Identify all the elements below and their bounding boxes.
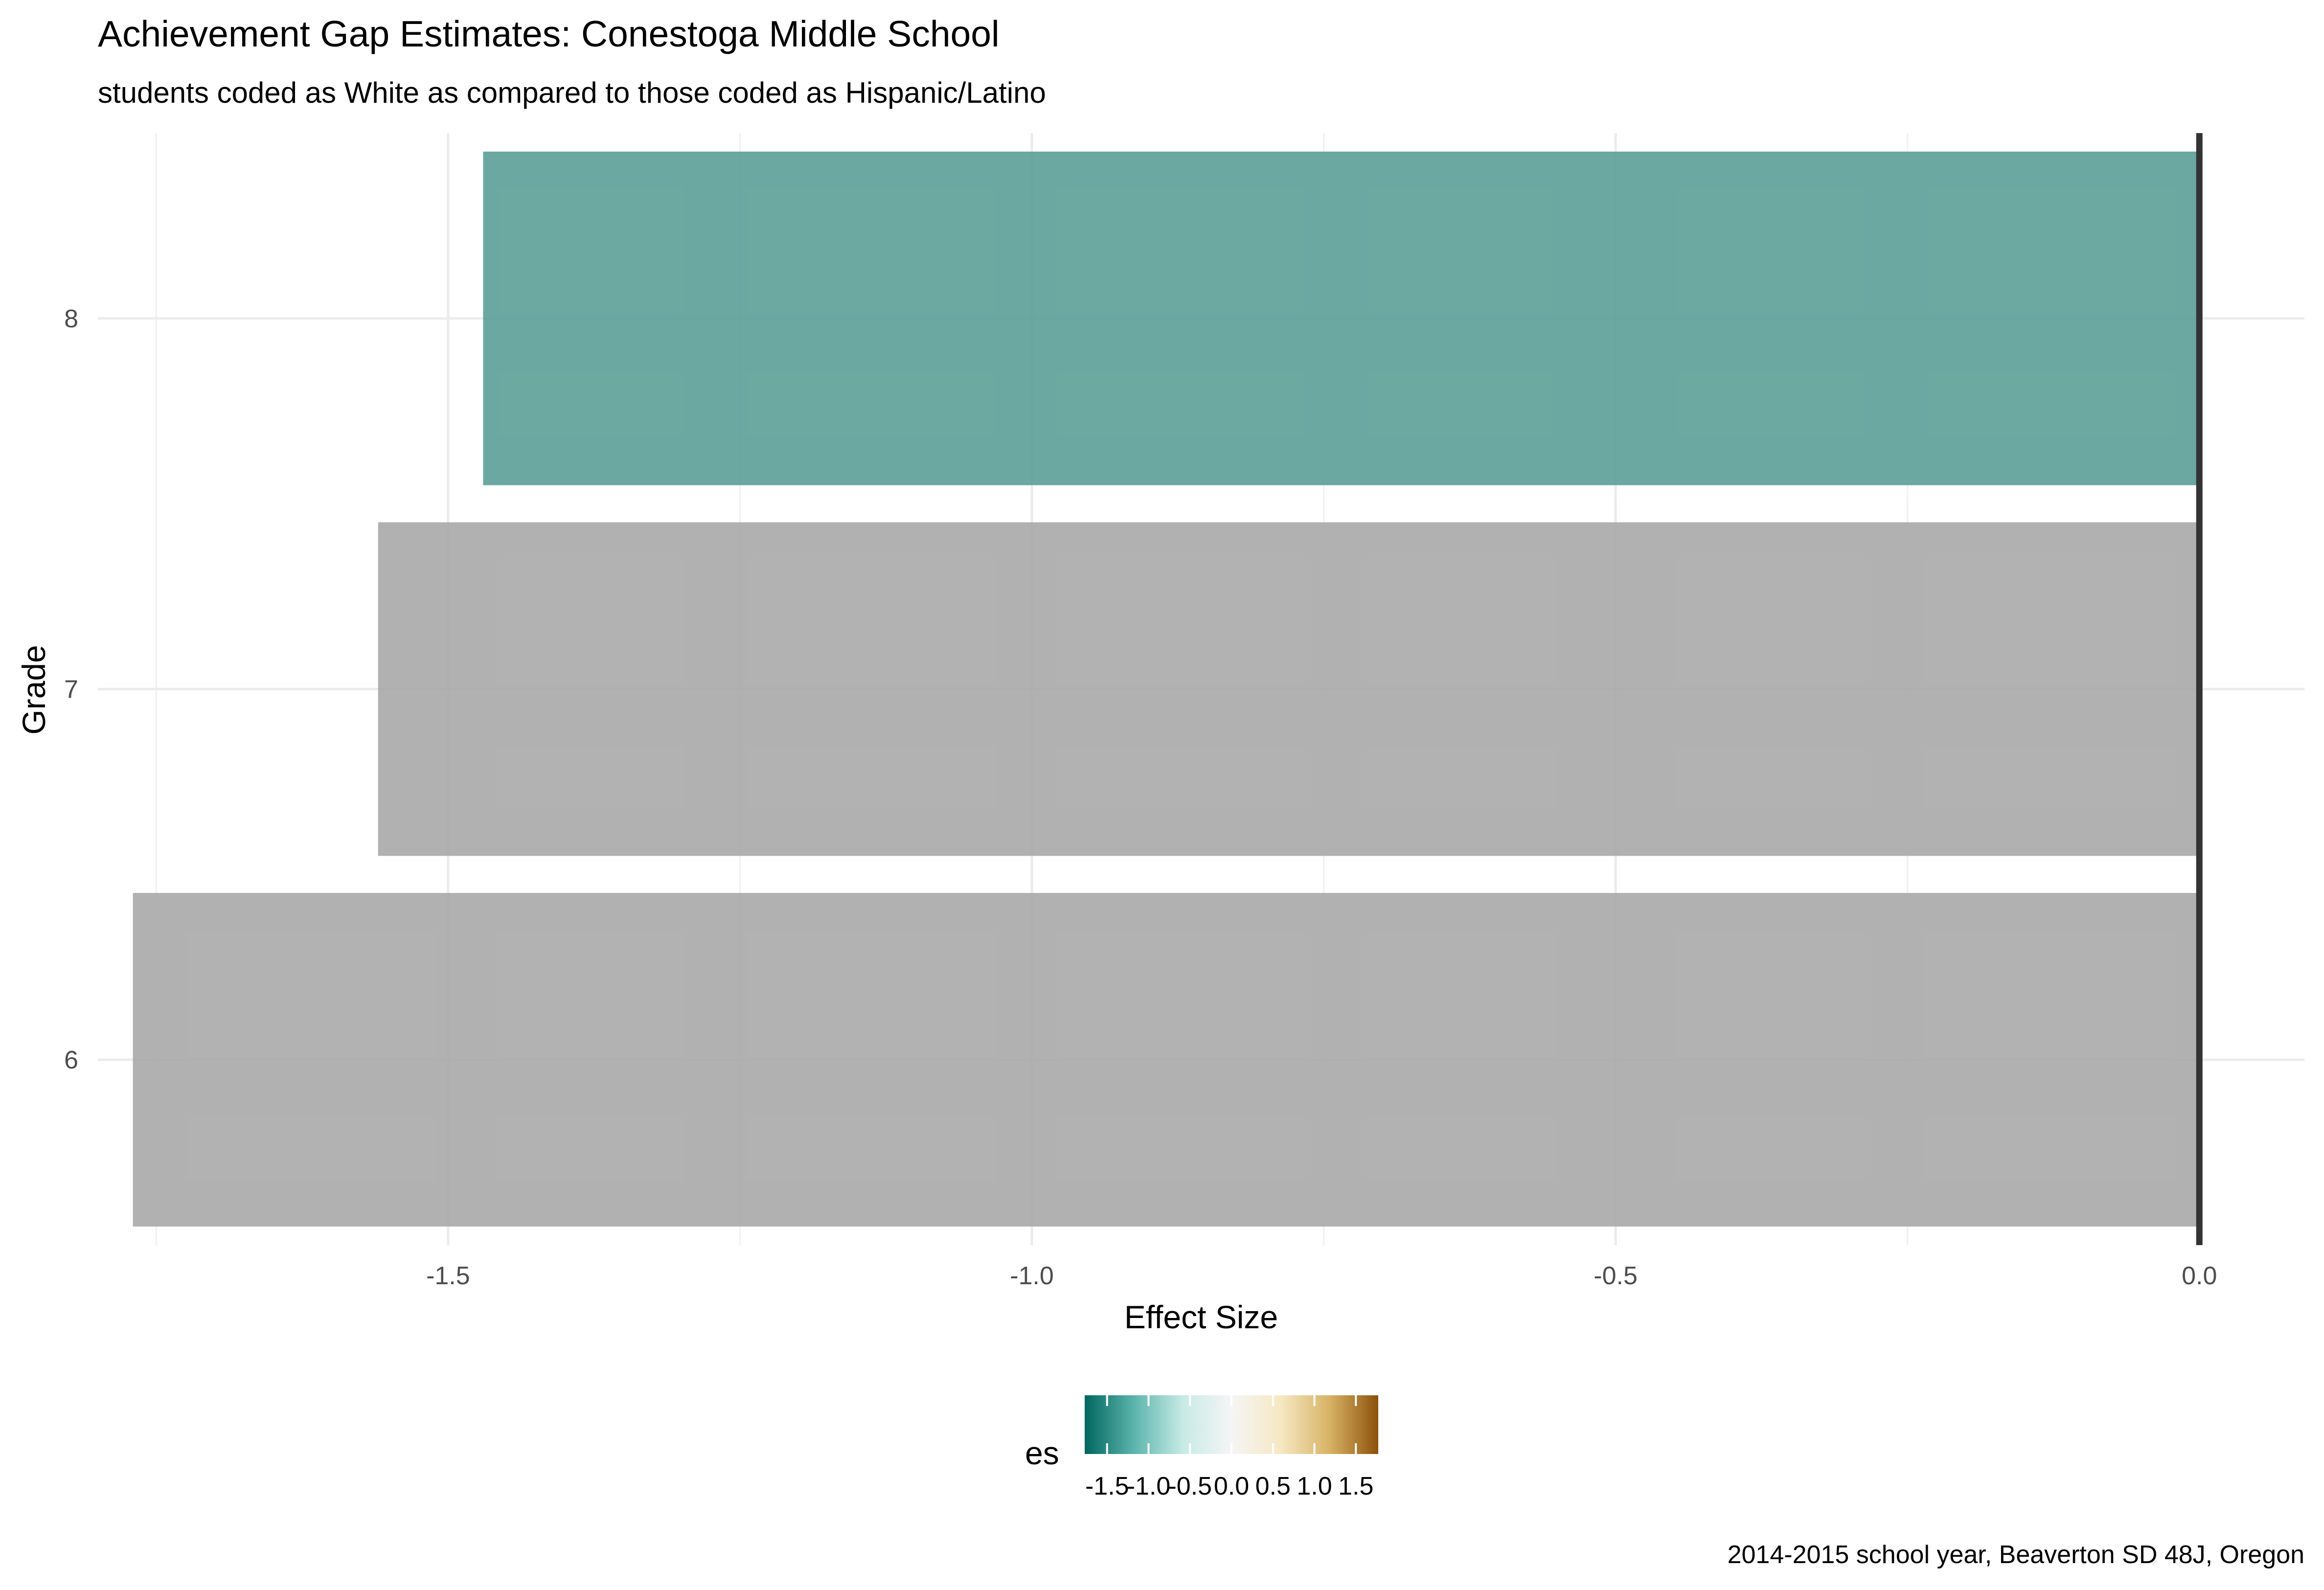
legend-tick-label: -1.0 (1127, 1472, 1171, 1500)
legend-tick-label: 1.5 (1338, 1472, 1373, 1500)
x-axis-title: Effect Size (1124, 1299, 1278, 1335)
chart-title: Achievement Gap Estimates: Conestoga Mid… (98, 13, 1000, 54)
chart-caption: 2014-2015 school year, Beaverton SD 48J,… (1728, 1541, 2304, 1569)
legend-tick-label: 1.0 (1297, 1472, 1332, 1500)
legend-tick-label: 0.0 (1214, 1472, 1249, 1500)
legend-tick-label: -0.5 (1168, 1472, 1212, 1500)
y-tick-label: 8 (64, 305, 78, 333)
x-tick-label: -0.5 (1594, 1262, 1638, 1290)
legend-title: es (1025, 1435, 1059, 1471)
y-axis-ticks: 8 7 6 (64, 305, 78, 1074)
bar-grade-7 (378, 522, 2200, 856)
bars (133, 151, 2200, 1227)
x-axis-ticks: -1.5 -1.0 -0.5 0.0 (426, 1262, 2217, 1290)
legend-tick-label: -1.5 (1085, 1472, 1129, 1500)
bar-grade-8 (483, 151, 2200, 485)
legend-ticks: -1.5-1.0-0.5 0.0 0.5 1.0 1.5 (1085, 1395, 1373, 1500)
y-axis-title: Grade (16, 645, 52, 734)
chart-subtitle: students coded as White as compared to t… (98, 76, 1046, 109)
x-tick-label: 0.0 (2182, 1262, 2217, 1290)
x-tick-label: -1.0 (1010, 1262, 1054, 1290)
y-tick-label: 7 (64, 676, 78, 704)
legend-tick-label: 0.5 (1255, 1472, 1291, 1500)
x-tick-label: -1.5 (426, 1262, 470, 1290)
bar-grade-6 (133, 893, 2200, 1227)
legend: es -1.5-1.0-0.5 0.0 0.5 1.0 1.5 (1025, 1395, 1378, 1500)
y-tick-label: 6 (64, 1046, 78, 1074)
